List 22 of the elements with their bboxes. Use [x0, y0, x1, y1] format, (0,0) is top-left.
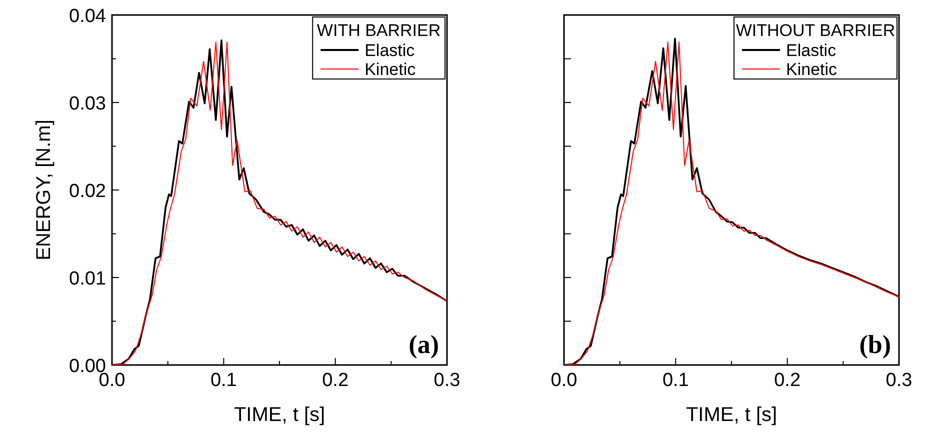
x-axis-title: TIME, t [s]: [234, 404, 326, 426]
legend-title: WITH BARRIER: [316, 21, 441, 40]
x-tick-label: 0.3: [886, 370, 912, 391]
annotation: (b): [859, 330, 891, 359]
legend-label: Kinetic: [364, 60, 416, 79]
x-tick-label: 0.0: [550, 370, 578, 391]
x-tick-label: 0.1: [210, 370, 237, 391]
x-axis-title: TIME, t [s]: [686, 404, 778, 426]
legend-label: Kinetic: [786, 60, 838, 79]
legend-label: Elastic: [786, 41, 837, 60]
y-tick-label: 0.01: [69, 268, 106, 290]
y-tick-label: 0.04: [69, 6, 106, 27]
x-tick-label: 0.1: [662, 370, 689, 391]
x-tick-label: 0.3: [434, 370, 460, 391]
legend-title: WITHOUT BARRIER: [736, 21, 896, 40]
x-tick-label: 0.2: [322, 370, 349, 391]
legend-label: Elastic: [364, 41, 416, 60]
x-tick-label: 0.2: [774, 370, 801, 391]
annotation: (a): [408, 330, 439, 359]
y-axis-title: ENERGY, [N.m]: [33, 120, 55, 260]
y-tick-label: 0.02: [69, 181, 106, 202]
y-tick-label: 0.03: [69, 94, 106, 114]
